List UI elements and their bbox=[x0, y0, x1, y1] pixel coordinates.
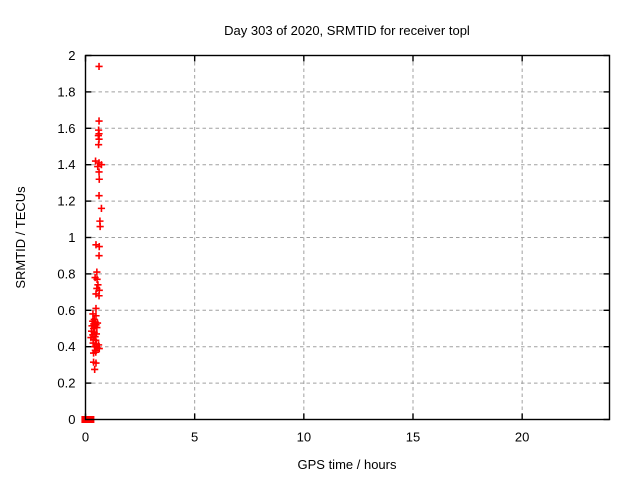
gridlines bbox=[85, 55, 610, 420]
data-point bbox=[92, 348, 100, 356]
data-point bbox=[95, 252, 103, 260]
tick-labels: 00.20.40.60.811.21.41.61.820 5 10 15 20 bbox=[57, 48, 529, 445]
data-point bbox=[93, 268, 101, 276]
data-point bbox=[95, 243, 103, 251]
chart-title: Day 303 of 2020, SRMTID for receiver top… bbox=[224, 23, 470, 38]
ytick-label: 1 bbox=[68, 230, 75, 245]
ytick-label: 2 bbox=[68, 48, 75, 63]
xtick-label: 5 bbox=[191, 430, 198, 445]
xtick-label: 15 bbox=[406, 430, 420, 445]
xtick-label: 10 bbox=[297, 430, 311, 445]
data-point bbox=[95, 344, 103, 353]
data-point bbox=[95, 168, 103, 176]
data-point bbox=[97, 204, 106, 212]
data-points bbox=[81, 62, 106, 423]
data-point bbox=[92, 312, 100, 320]
data-point bbox=[92, 359, 100, 367]
ytick-label: 1.2 bbox=[57, 194, 75, 209]
ytick-label: 1.8 bbox=[57, 84, 75, 99]
data-point bbox=[95, 175, 103, 183]
data-point bbox=[92, 304, 100, 313]
y-axis-label: SRMTID / TECUs bbox=[13, 186, 28, 289]
ytick-label: 0.8 bbox=[57, 266, 75, 281]
data-point bbox=[94, 281, 102, 289]
ytick-label: 0.6 bbox=[57, 303, 75, 318]
data-point bbox=[91, 365, 99, 374]
data-point bbox=[89, 339, 97, 347]
x-axis-label: GPS time / hours bbox=[298, 457, 397, 472]
ytick-label: 0.2 bbox=[57, 376, 75, 391]
data-point bbox=[95, 117, 103, 125]
ytick-label: 1.4 bbox=[57, 157, 75, 172]
data-point bbox=[95, 292, 103, 300]
data-point bbox=[95, 192, 103, 200]
data-point bbox=[96, 222, 104, 231]
plot-border-rect bbox=[84, 54, 611, 421]
data-point bbox=[93, 323, 101, 332]
plot-border bbox=[84, 54, 611, 421]
ytick-label: 1.6 bbox=[57, 121, 75, 136]
ytick-label: 0.4 bbox=[57, 339, 75, 354]
xtick-label: 0 bbox=[82, 430, 89, 445]
ytick-label: 0 bbox=[68, 412, 75, 427]
data-point bbox=[93, 275, 101, 283]
data-point bbox=[95, 62, 103, 71]
data-point bbox=[97, 161, 106, 169]
data-point bbox=[94, 162, 102, 171]
data-point bbox=[95, 141, 103, 149]
xtick-label: 20 bbox=[515, 430, 529, 445]
